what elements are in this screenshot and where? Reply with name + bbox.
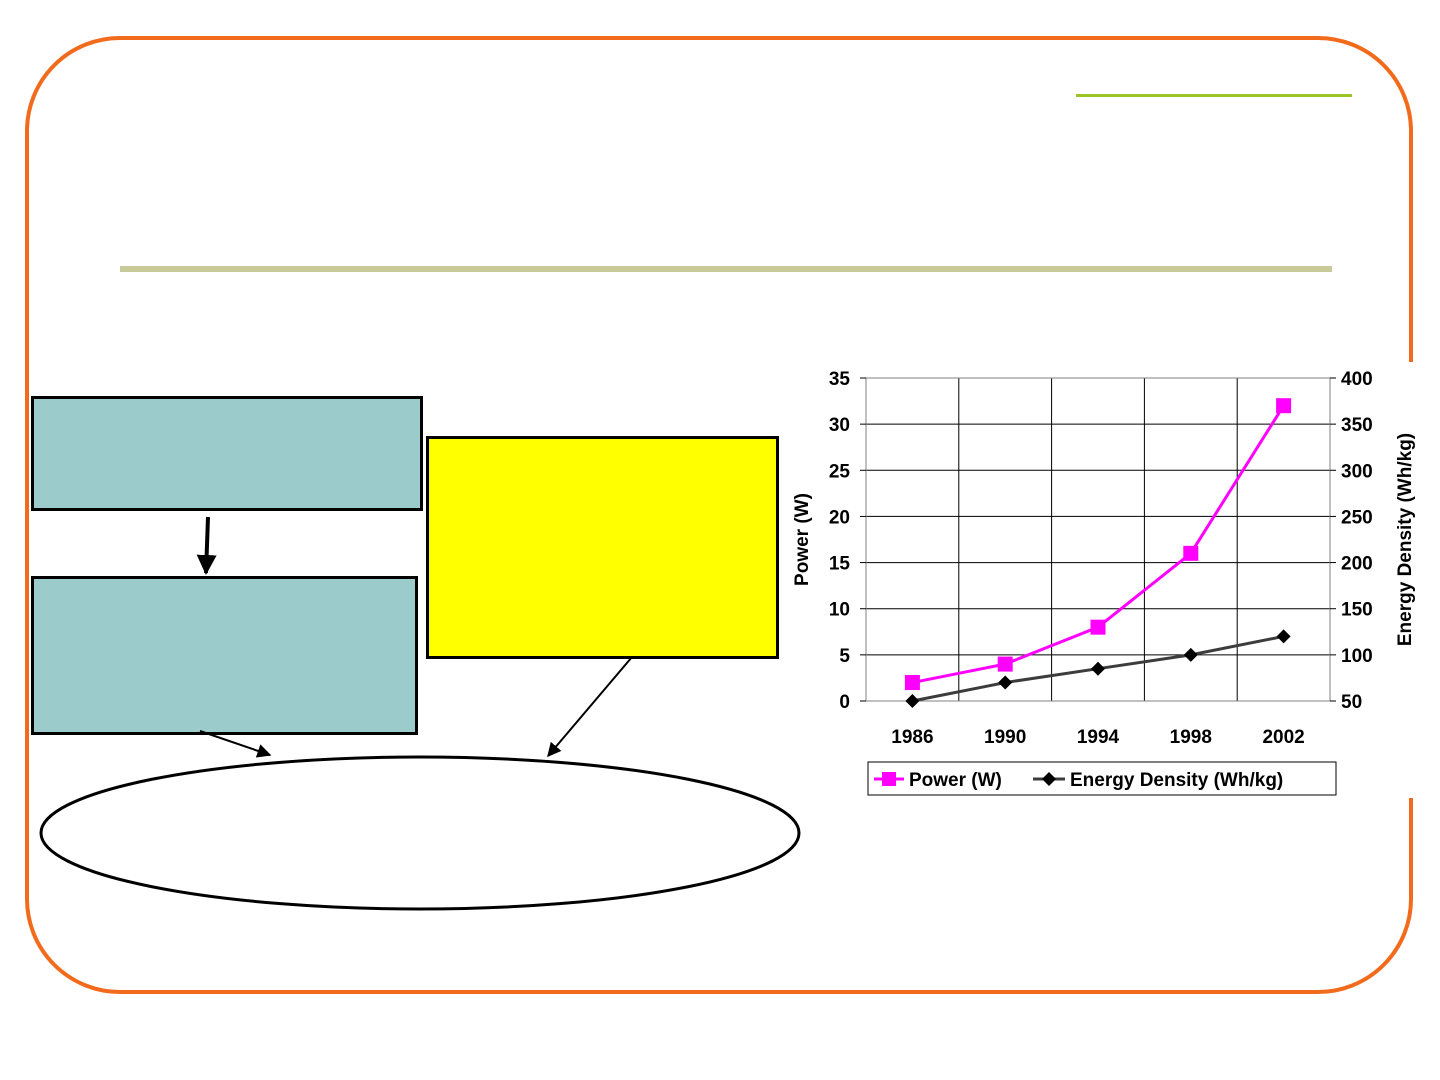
title-rule	[120, 266, 1332, 272]
chart-y-tick-label: 15	[829, 554, 851, 575]
chart-y2-tick-label: 400	[1341, 369, 1373, 390]
arrow-yellow-to-ellipse	[547, 656, 633, 758]
energy-density-point	[1183, 647, 1198, 662]
power-point	[1183, 545, 1199, 561]
flow-box-yellow	[426, 436, 779, 659]
chart-plot-area	[865, 377, 1331, 702]
chart-y2-tick-label: 250	[1341, 507, 1373, 528]
chart-y2-tick-label: 350	[1341, 415, 1373, 436]
chart-y-tick-label: 25	[829, 461, 851, 482]
power-line	[912, 404, 1285, 685]
legend-energy-swatch-marker	[1042, 772, 1056, 786]
chart-y-tick-label: 5	[839, 646, 850, 667]
flow-box-top	[31, 396, 423, 511]
arrow-top-to-middle	[196, 516, 217, 575]
energy-density-point	[1276, 629, 1291, 644]
chart-y2-tick-label: 150	[1341, 600, 1373, 621]
chart-x-tick-label: 2002	[1262, 727, 1304, 748]
chart-y-tick-label: 20	[829, 507, 850, 528]
chart-y2-axis-label: Energy Density (Wh/kg)	[1395, 433, 1416, 646]
chart-y2-tick-label: 300	[1341, 461, 1373, 482]
chart-y-axis-label: Power (W)	[792, 493, 813, 586]
legend-energy-label: Energy Density (Wh/kg)	[1070, 770, 1283, 791]
chart-y2-tick-label: 100	[1341, 646, 1373, 667]
flow-box-middle	[31, 576, 418, 735]
chart-y-tick-label: 35	[829, 369, 851, 390]
result-ellipse	[39, 755, 801, 911]
accent-line	[1076, 94, 1352, 97]
power-point	[1276, 398, 1292, 414]
chart-x-tick-label: 1990	[984, 727, 1026, 748]
chart-legend	[867, 761, 1337, 796]
chart-background	[783, 362, 1418, 798]
arrow-middle-to-ellipse	[199, 730, 272, 758]
chart-x-tick-label: 1986	[891, 727, 933, 748]
chart-y-tick-label: 10	[829, 600, 850, 621]
chart-y-tick-label: 30	[829, 415, 850, 436]
power-point	[1090, 619, 1106, 635]
legend-power-swatch-marker	[882, 772, 896, 786]
chart-y-tick-label: 0	[839, 692, 850, 713]
chart-x-tick-label: 1994	[1077, 727, 1120, 748]
power-point	[904, 675, 920, 691]
power-point	[997, 656, 1013, 672]
energy-density-point	[998, 675, 1013, 690]
energy-density-point	[905, 694, 920, 708]
chart-x-tick-label: 1998	[1170, 727, 1212, 748]
chart-y2-tick-label: 200	[1341, 554, 1373, 575]
energy-density-point	[1091, 661, 1105, 676]
chart-y2-tick-label: 50	[1341, 692, 1362, 713]
legend-power-label: Power (W)	[909, 770, 1002, 791]
